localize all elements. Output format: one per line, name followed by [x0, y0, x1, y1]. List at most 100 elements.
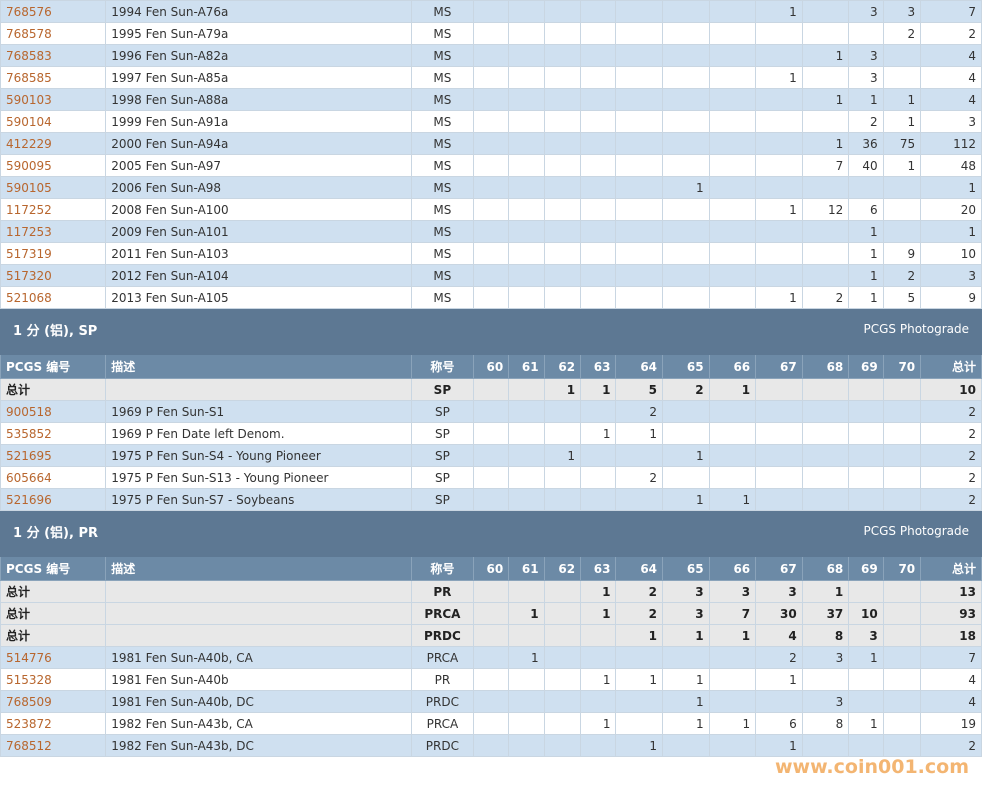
grade-count-cell: 5 [615, 378, 664, 401]
grade-count-cell: 1 [615, 734, 664, 757]
grade-count-cell: 3 [708, 580, 757, 603]
grade-count-cell [708, 22, 757, 45]
pcgs-number-link[interactable]: 117253 [0, 220, 107, 243]
description-cell: 1969 P Fen Date left Denom. [105, 422, 413, 445]
grade-count-cell [543, 0, 582, 23]
pcgs-number-link[interactable]: 768509 [0, 690, 107, 713]
pcgs-number-link[interactable]: 117252 [0, 198, 107, 221]
pcgs-number-link[interactable]: 521068 [0, 286, 107, 309]
table-row[interactable]: 521068 2013 Fen Sun-A105 MS 1 2 1 5 9 [0, 286, 982, 309]
table-row[interactable]: 590105 2006 Fen Sun-A98 MS 1 1 [0, 176, 982, 199]
pcgs-number-link[interactable]: 523872 [0, 712, 107, 735]
grade-count-cell: 2 [615, 400, 664, 423]
pcgs-number-link[interactable]: 900518 [0, 400, 107, 423]
table-row[interactable]: 523872 1982 Fen Sun-A43b, CA PRCA 1 1 1 6 8 1 19 [0, 712, 982, 735]
total-cell: 2 [920, 444, 982, 467]
table-row[interactable]: 521695 1975 P Fen Sun-S4 - Young Pioneer S… [0, 444, 982, 467]
grade-count-cell [708, 44, 757, 67]
table-row[interactable]: 590095 2005 Fen Sun-A97 MS 7 40 1 48 [0, 154, 982, 177]
pcgs-number-link[interactable]: 514776 [0, 646, 107, 669]
table-row[interactable]: 117252 2008 Fen Sun-A100 MS 1 12 6 20 [0, 198, 982, 221]
grade-count-cell [472, 378, 510, 401]
column-header: 65 [662, 354, 710, 379]
description-cell [105, 378, 413, 401]
designation-cell: SP [411, 466, 474, 489]
grade-count-cell [801, 176, 850, 199]
grade-count-cell [472, 154, 510, 177]
grade-count-cell [580, 176, 617, 199]
grade-count-cell: 1 [755, 668, 803, 691]
table-row[interactable]: 514776 1981 Fen Sun-A40b, CA PRCA 1 2 3 1 7 [0, 646, 982, 669]
table-row[interactable]: 590103 1998 Fen Sun-A88a MS 1 1 1 4 [0, 88, 982, 111]
grade-count-cell [615, 132, 664, 155]
table-row[interactable]: 768512 1982 Fen Sun-A43b, DC PRDC 1 1 2 [0, 734, 982, 757]
pcgs-number-link[interactable]: 590103 [0, 88, 107, 111]
column-header: 总计 [920, 556, 982, 581]
grade-count-cell [708, 242, 757, 265]
pcgs-number-link[interactable]: 535852 [0, 422, 107, 445]
pcgs-number-link[interactable]: 768512 [0, 734, 107, 757]
table-row[interactable]: 605664 1975 P Fen Sun-S13 - Young Pioneer… [0, 466, 982, 489]
pcgs-number-link[interactable]: 605664 [0, 466, 107, 489]
grade-count-cell: 9 [882, 242, 922, 265]
photograde-link[interactable]: PCGS Photograde [863, 524, 969, 538]
photograde-link[interactable]: PCGS Photograde [863, 322, 969, 336]
column-header: 65 [662, 556, 710, 581]
pcgs-number-link[interactable]: 768585 [0, 66, 107, 89]
grade-count-cell [472, 66, 510, 89]
section-title: 1 分 (铝), SP [13, 324, 98, 339]
grade-count-cell: 1 [801, 132, 850, 155]
grade-count-cell [801, 400, 850, 423]
pcgs-number-link[interactable]: 768578 [0, 22, 107, 45]
table-row[interactable]: 521696 1975 P Fen Sun-S7 - Soybeans SP 1 1 2 [0, 488, 982, 511]
pcgs-number-link[interactable]: 412229 [0, 132, 107, 155]
table-row[interactable]: 768585 1997 Fen Sun-A85a MS 1 3 4 [0, 66, 982, 89]
grade-count-cell [662, 286, 710, 309]
grade-count-cell [543, 400, 582, 423]
pcgs-number-link[interactable]: 768583 [0, 44, 107, 67]
grade-count-cell [662, 242, 710, 265]
pcgs-number-link[interactable]: 521695 [0, 444, 107, 467]
designation-cell: MS [411, 88, 474, 111]
column-header: 67 [755, 556, 803, 581]
table-row[interactable]: 517320 2012 Fen Sun-A104 MS 1 2 3 [0, 264, 982, 287]
table-row[interactable]: 535852 1969 P Fen Date left Denom. SP 1 1 2 [0, 422, 982, 445]
grade-count-cell [543, 132, 582, 155]
grade-count-cell [848, 466, 884, 489]
table-row[interactable]: 768576 1994 Fen Sun-A76a MS 1 3 3 7 [0, 0, 982, 23]
pcgs-number-link[interactable]: 590095 [0, 154, 107, 177]
table-row[interactable]: 515328 1981 Fen Sun-A40b PR 1 1 1 1 4 [0, 668, 982, 691]
table-row[interactable]: 900518 1969 P Fen Sun-S1 SP 2 2 [0, 400, 982, 423]
pcgs-number-link[interactable]: 590104 [0, 110, 107, 133]
table-row[interactable]: 590104 1999 Fen Sun-A91a MS 2 1 3 [0, 110, 982, 133]
grade-count-cell [508, 466, 545, 489]
pcgs-number-link[interactable]: 521696 [0, 488, 107, 511]
designation-cell: MS [411, 242, 474, 265]
grade-count-cell [615, 66, 664, 89]
grade-count-cell [472, 444, 510, 467]
grade-count-cell: 2 [848, 110, 884, 133]
grade-count-cell [662, 734, 710, 757]
grade-count-cell [708, 176, 757, 199]
grade-count-cell [662, 0, 710, 23]
total-cell: 18 [920, 624, 982, 647]
pcgs-number-link[interactable]: 517319 [0, 242, 107, 265]
table-row[interactable]: 517319 2011 Fen Sun-A103 MS 1 9 10 [0, 242, 982, 265]
pcgs-number-link[interactable]: 517320 [0, 264, 107, 287]
grade-count-cell [508, 400, 545, 423]
table-row[interactable]: 768509 1981 Fen Sun-A40b, DC PRDC 1 3 4 [0, 690, 982, 713]
grade-count-cell: 3 [848, 44, 884, 67]
column-header: 64 [615, 354, 664, 379]
pcgs-number-link[interactable]: 768576 [0, 0, 107, 23]
table-row[interactable]: 117253 2009 Fen Sun-A101 MS 1 1 [0, 220, 982, 243]
grade-count-cell [801, 734, 850, 757]
grade-count-cell [508, 110, 545, 133]
table-row[interactable]: 768583 1996 Fen Sun-A82a MS 1 3 4 [0, 44, 982, 67]
pcgs-number-link[interactable]: 590105 [0, 176, 107, 199]
grade-count-cell [755, 176, 803, 199]
table-row[interactable]: 768578 1995 Fen Sun-A79a MS 2 2 [0, 22, 982, 45]
grade-count-cell [580, 444, 617, 467]
table-row[interactable]: 412229 2000 Fen Sun-A94a MS 1 36 75 112 [0, 132, 982, 155]
pcgs-number-link[interactable]: 515328 [0, 668, 107, 691]
grade-count-cell [755, 44, 803, 67]
